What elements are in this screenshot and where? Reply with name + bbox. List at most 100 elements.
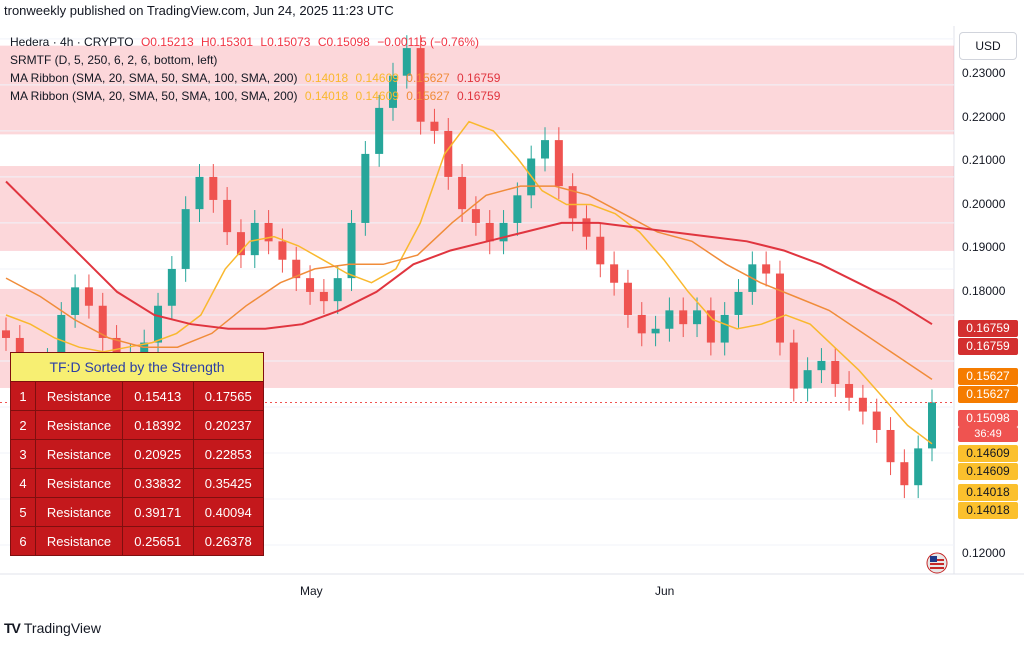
candle-body (789, 342, 798, 389)
candle-body (375, 107, 384, 154)
row-high: 0.17565 (192, 381, 264, 411)
row-index: 6 (10, 526, 36, 556)
candle-body (928, 402, 936, 449)
indicator-srmtf-label: SRMTF (D, 5, 250, 6, 2, 6, bottom, left) (10, 53, 218, 67)
symbol-name[interactable]: Hedera · 4h · CRYPTO (10, 35, 134, 49)
candle-body (195, 176, 204, 210)
tradingview-logo-icon: TV (4, 620, 21, 636)
table-title: TF:D Sorted by the Strength (10, 352, 264, 382)
candle-body (831, 360, 840, 384)
ma-value-200: 0.16759 (457, 89, 501, 103)
price-tick: 0.18000 (962, 284, 1006, 298)
candle-body (720, 314, 729, 343)
table-row: 5 Resistance 0.39171 0.40094 (10, 497, 264, 527)
candle-body (513, 195, 522, 223)
candle-body (292, 259, 301, 279)
ohlc-low: L0.15073 (260, 35, 311, 49)
price-chart[interactable] (0, 26, 1024, 606)
candle-body (499, 222, 508, 242)
tradingview-logo-text: TradingView (23, 620, 101, 636)
row-index: 1 (10, 381, 36, 411)
candle-body (430, 121, 439, 131)
candle-body (181, 209, 190, 269)
candle-body (651, 328, 660, 334)
price-tag-last: 0.15098 (958, 410, 1018, 427)
row-index: 5 (10, 497, 36, 527)
flag-icon (926, 552, 948, 574)
candle-body (278, 241, 287, 260)
resistance-zone (0, 166, 954, 251)
candle-body (319, 291, 328, 302)
moving-average-line (5, 185, 933, 381)
candle-body (444, 130, 453, 177)
candle-body (610, 264, 619, 283)
candle-body (209, 176, 218, 200)
price-tick: 0.12000 (962, 546, 1006, 560)
ma-value-200: 0.16759 (457, 71, 501, 85)
legend-symbol-line: Hedera · 4h · CRYPTO O0.15213 H0.15301 L… (10, 34, 483, 50)
candle-body (858, 397, 867, 412)
candle-body (568, 186, 577, 219)
row-low: 0.25651 (122, 526, 194, 556)
row-index: 2 (10, 410, 36, 440)
time-label-may: May (300, 584, 323, 598)
candle-body (57, 314, 66, 361)
table-row: 3 Resistance 0.20925 0.22853 (10, 439, 264, 469)
candle-body (554, 140, 563, 187)
candle-body (388, 75, 397, 108)
currency-button[interactable]: USD (959, 32, 1017, 60)
ohlc-open: O0.15213 (140, 35, 194, 49)
table-row: 6 Resistance 0.25651 0.26378 (10, 526, 264, 556)
ohlc-close: C0.15098 (317, 35, 370, 49)
row-high: 0.40094 (192, 497, 264, 527)
row-high: 0.22853 (192, 439, 264, 469)
candle-body (706, 310, 715, 343)
support-resistance-table: TF:D Sorted by the Strength 1 Resistance… (10, 352, 264, 556)
row-label: Resistance (35, 381, 123, 411)
candle-body (2, 330, 10, 338)
row-label: Resistance (35, 410, 123, 440)
candle-body (361, 153, 370, 223)
price-tag-sma20: 0.14018 (958, 502, 1018, 519)
row-high: 0.26378 (192, 526, 264, 556)
footer: TV TradingView (0, 612, 1024, 645)
ma-ribbon-label: MA Ribbon (SMA, 20, SMA, 50, SMA, 100, S… (10, 89, 298, 103)
candle-body (693, 310, 702, 325)
row-index: 4 (10, 468, 36, 498)
legend-ma-ribbon-1[interactable]: MA Ribbon (SMA, 20, SMA, 50, SMA, 100, S… (10, 70, 504, 86)
row-low: 0.33832 (122, 468, 194, 498)
candle-body (775, 273, 784, 343)
row-low: 0.15413 (122, 381, 194, 411)
candle-body (223, 199, 232, 233)
price-tag-sma200: 0.16759 (958, 338, 1018, 355)
ma-value-50: 0.14609 (355, 89, 399, 103)
ma-value-100: 0.15627 (406, 71, 450, 85)
row-low: 0.20925 (122, 439, 194, 469)
candle-body (679, 310, 688, 325)
candle-body (665, 310, 674, 329)
candle-body (250, 222, 259, 256)
candle-body (154, 305, 163, 343)
candle-body (471, 209, 480, 223)
row-high: 0.20237 (192, 410, 264, 440)
candle-body (236, 232, 245, 256)
resistance-zone (0, 45, 954, 135)
table-row: 2 Resistance 0.18392 0.20237 (10, 410, 264, 440)
candle-body (872, 411, 881, 430)
legend-ma-ribbon-2[interactable]: MA Ribbon (SMA, 20, SMA, 50, SMA, 100, S… (10, 88, 504, 104)
chart-area[interactable]: Hedera · 4h · CRYPTO O0.15213 H0.15301 L… (0, 26, 1024, 606)
row-high: 0.35425 (192, 468, 264, 498)
moving-average-line (5, 120, 933, 445)
row-index: 3 (10, 439, 36, 469)
candle-body (98, 305, 107, 338)
candle-body (582, 218, 591, 237)
row-label: Resistance (35, 439, 123, 469)
candle-body (596, 236, 605, 265)
row-label: Resistance (35, 468, 123, 498)
legend-indicator-srmtf[interactable]: SRMTF (D, 5, 250, 6, 2, 6, bottom, left) (10, 52, 221, 68)
candle-body (84, 287, 93, 306)
tradingview-logo[interactable]: TV TradingView (4, 620, 101, 636)
table-row: 1 Resistance 0.15413 0.17565 (10, 381, 264, 411)
publish-header: tronweekly published on TradingView.com,… (4, 3, 394, 18)
candle-body (914, 448, 923, 486)
